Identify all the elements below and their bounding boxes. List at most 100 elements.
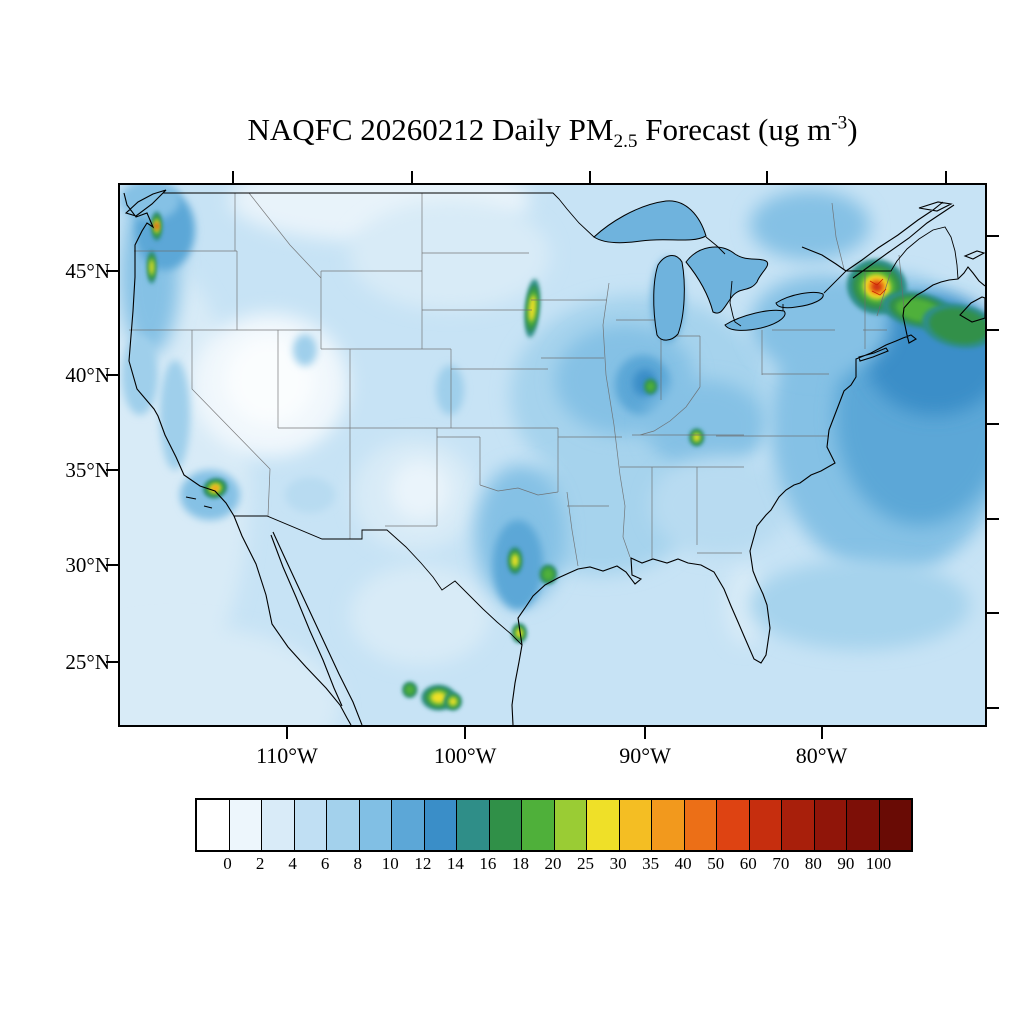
hotspot-mexican-plateau-east xyxy=(449,697,457,706)
colorbar-tick-label: 6 xyxy=(320,854,330,873)
lat-tick xyxy=(106,469,118,472)
lon-tick-label: 80°W xyxy=(795,743,848,768)
right-tick xyxy=(987,706,999,709)
colorbar-tick-label: 60 xyxy=(739,854,757,873)
colorbar-cell xyxy=(847,800,880,850)
lat-tick-label: 25°N xyxy=(65,650,110,675)
top-tick xyxy=(766,171,769,183)
hotspot-kentucky-tennessee xyxy=(693,433,700,442)
state-borders-plains xyxy=(385,193,622,567)
lat-tick-label: 30°N xyxy=(65,552,110,577)
hotspot-central-texas xyxy=(511,554,519,567)
colorbar-tick-label: 12 xyxy=(414,854,432,873)
right-tick xyxy=(987,612,999,615)
colorbar-tick-label: 80 xyxy=(804,854,822,873)
hotspot-northern-new-england xyxy=(873,283,880,290)
title-prefix: NAQFC 20260212 Daily PM xyxy=(247,112,614,147)
lon-tick xyxy=(644,727,647,739)
colorbar-labels: 0 2 4 6 8 10 12 14 16 18 20 25 30 35 40 50 60 70 80 90 100 xyxy=(195,854,911,878)
map-frame xyxy=(118,183,987,727)
lat-tick-label: 35°N xyxy=(65,458,110,483)
lake-michigan xyxy=(653,255,685,341)
colorbar-tick-label: 35 xyxy=(642,854,660,873)
lon-tick-label: 110°W xyxy=(256,743,318,768)
colorbar-tick-label: 50 xyxy=(707,854,725,873)
right-tick xyxy=(987,234,999,237)
hotspot-mexican-plateau-west xyxy=(405,684,415,695)
colorbar-tick-label: 8 xyxy=(353,854,362,873)
colorbar-cell xyxy=(782,800,815,850)
top-tick xyxy=(410,171,413,183)
forecast-map xyxy=(120,185,985,725)
top-tick xyxy=(588,171,591,183)
colorbar-tick-label: 90 xyxy=(837,854,855,873)
colorbar-cell xyxy=(359,800,392,850)
hotspot-mexican-plateau-central xyxy=(430,691,447,704)
colorbar-cell xyxy=(262,800,295,850)
colorbar-tick-label: 2 xyxy=(255,854,265,873)
top-tick xyxy=(232,171,235,183)
pm-hotspot-field xyxy=(147,211,985,711)
right-tick xyxy=(987,517,999,520)
hotspot-missouri-river-valley xyxy=(528,295,536,322)
hotspot-puget-sound xyxy=(155,224,158,228)
title-mid: Forecast (ug m xyxy=(637,112,832,147)
colorbar-cell xyxy=(684,800,717,850)
lon-tick xyxy=(464,727,467,739)
international-borders xyxy=(163,192,959,646)
colorbar xyxy=(195,798,913,852)
colorbar-cell xyxy=(619,800,652,850)
colorbar-cell xyxy=(749,800,782,850)
lat-tick-label: 45°N xyxy=(65,259,110,284)
colorbar-cell xyxy=(587,800,620,850)
colorbar-cell xyxy=(294,800,327,850)
colorbar-cell xyxy=(489,800,522,850)
colorbar-tick-label: 14 xyxy=(446,854,464,873)
lake-superior xyxy=(593,200,707,244)
lon-tick xyxy=(820,727,823,739)
hotspot-houston xyxy=(542,568,554,581)
lake-ontario xyxy=(775,291,824,309)
colorbar-tick-label: 40 xyxy=(674,854,692,873)
lon-tick xyxy=(285,727,288,739)
lon-tick-label: 90°W xyxy=(619,743,671,768)
colorbar-cell xyxy=(522,800,555,850)
colorbar-tick-label: 16 xyxy=(479,854,497,873)
page-title: NAQFC 20260212 Daily PM2.5 Forecast (ug … xyxy=(120,112,985,153)
lat-tick xyxy=(106,661,118,664)
coastline-path xyxy=(123,189,985,725)
colorbar-cell xyxy=(814,800,847,850)
colorbar-tick-label: 20 xyxy=(544,854,562,873)
lon-tick-label: 100°W xyxy=(433,743,497,768)
title-subscript: 2.5 xyxy=(613,131,638,153)
colorbar-cell xyxy=(197,800,230,850)
right-tick xyxy=(987,423,999,426)
title-suffix: ) xyxy=(847,112,858,147)
colorbar-cell xyxy=(717,800,750,850)
lat-tick xyxy=(106,563,118,566)
colorbar-tick-label: 30 xyxy=(609,854,627,873)
colorbar-cell xyxy=(392,800,425,850)
colorbar-cell xyxy=(652,800,685,850)
colorbar-cell xyxy=(229,800,262,850)
colorbar-tick-label: 70 xyxy=(772,854,790,873)
pm-background-field xyxy=(120,185,985,725)
hotspot-atlantic-plume-far xyxy=(929,308,985,344)
lat-tick xyxy=(106,373,118,376)
colorbar-cell xyxy=(327,800,360,850)
colorbar-cell xyxy=(554,800,587,850)
colorbar-tick-label: 25 xyxy=(577,854,595,873)
hotspot-central-illinois xyxy=(646,381,655,392)
lat-tick-label: 40°N xyxy=(65,362,110,387)
colorbar-tick-label: 18 xyxy=(511,854,529,873)
hotspot-willamette-valley xyxy=(149,259,154,275)
title-superscript: -3 xyxy=(831,112,848,134)
colorbar-cell xyxy=(424,800,457,850)
colorbar-tick-label: 10 xyxy=(381,854,399,873)
colorbar-cell xyxy=(457,800,490,850)
top-tick xyxy=(945,171,948,183)
new-england-red-contours xyxy=(869,278,887,296)
colorbar-tick-label: 4 xyxy=(288,854,297,873)
colorbar-tick-label: 100 xyxy=(865,854,892,873)
